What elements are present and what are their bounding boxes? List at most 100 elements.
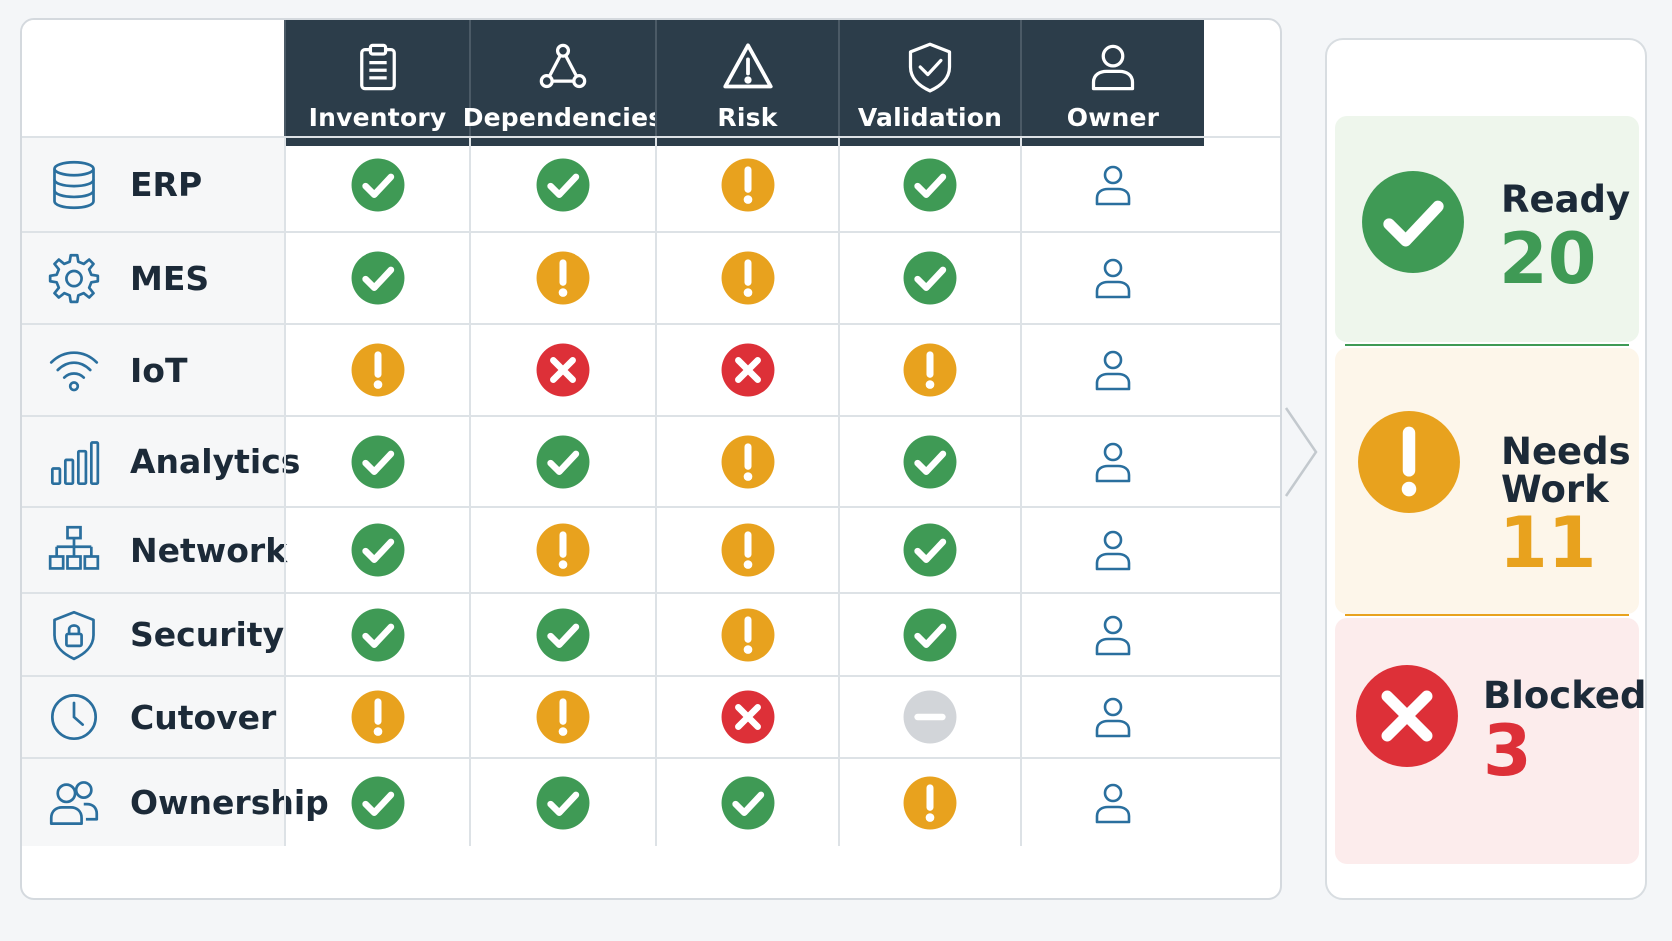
exclamation-circle-icon bbox=[351, 343, 405, 397]
row-name: IoT bbox=[130, 350, 188, 390]
status-cell-inventory[interactable] bbox=[284, 594, 469, 675]
owner-cell[interactable] bbox=[1020, 325, 1204, 415]
status-cell-risk[interactable] bbox=[655, 508, 838, 592]
check-circle-icon bbox=[903, 523, 957, 577]
row-label: Security bbox=[22, 594, 284, 675]
check-circle-icon bbox=[536, 435, 590, 489]
shield-lock-icon bbox=[48, 609, 100, 661]
status-cell-inventory[interactable] bbox=[284, 417, 469, 506]
status-cell-validation[interactable] bbox=[838, 759, 1020, 846]
check-circle-icon bbox=[351, 523, 405, 577]
check-circle-icon bbox=[536, 608, 590, 662]
status-cell-inventory[interactable] bbox=[284, 508, 469, 592]
clipboard-icon bbox=[352, 41, 404, 103]
org-chart-icon bbox=[48, 524, 100, 576]
table-row-cutover: Cutover bbox=[22, 675, 1280, 757]
check-circle-icon bbox=[351, 776, 405, 830]
gear-icon bbox=[48, 252, 100, 304]
status-cell-dependencies[interactable] bbox=[469, 325, 655, 415]
status-cell-risk[interactable] bbox=[655, 325, 838, 415]
status-cell-dependencies[interactable] bbox=[469, 233, 655, 323]
summary-needs-work-label-line1: Needs bbox=[1501, 430, 1631, 473]
owner-cell[interactable] bbox=[1020, 594, 1204, 675]
status-cell-dependencies[interactable] bbox=[469, 759, 655, 846]
warning-triangle-icon bbox=[722, 41, 774, 103]
exclamation-circle-icon bbox=[721, 608, 775, 662]
status-cell-validation[interactable] bbox=[838, 417, 1020, 506]
person-icon bbox=[1093, 256, 1133, 300]
owner-cell[interactable] bbox=[1020, 417, 1204, 506]
status-cell-dependencies[interactable] bbox=[469, 417, 655, 506]
check-circle-icon bbox=[903, 608, 957, 662]
row-name: Security bbox=[130, 615, 285, 654]
readiness-matrix: Inventory Dependencies Risk Validation Owner… bbox=[20, 18, 1282, 900]
person-icon bbox=[1093, 440, 1133, 484]
x-circle-icon bbox=[721, 690, 775, 744]
status-cell-dependencies[interactable] bbox=[469, 508, 655, 592]
summary-blocked-card: Blocked 3 bbox=[1335, 618, 1646, 864]
status-cell-validation[interactable] bbox=[838, 233, 1020, 323]
summary-blocked-count: 3 bbox=[1483, 710, 1532, 792]
status-cell-risk[interactable] bbox=[655, 677, 838, 757]
column-header-validation: Validation bbox=[838, 20, 1020, 146]
status-cell-inventory[interactable] bbox=[284, 325, 469, 415]
header-corner bbox=[22, 20, 284, 146]
check-circle-icon bbox=[536, 776, 590, 830]
table-row-mes: MES bbox=[22, 231, 1280, 323]
person-icon bbox=[1093, 163, 1133, 207]
x-circle-icon bbox=[1355, 664, 1459, 768]
table-row-ownership: Ownership bbox=[22, 757, 1280, 846]
status-cell-validation[interactable] bbox=[838, 138, 1020, 231]
status-cell-risk[interactable] bbox=[655, 594, 838, 675]
wifi-icon bbox=[48, 344, 100, 396]
check-circle-icon bbox=[903, 435, 957, 489]
status-cell-validation[interactable] bbox=[838, 677, 1020, 757]
x-circle-icon bbox=[721, 343, 775, 397]
row-label: ERP bbox=[22, 138, 284, 231]
database-icon bbox=[48, 159, 100, 211]
check-circle-icon bbox=[721, 776, 775, 830]
owner-cell[interactable] bbox=[1020, 508, 1204, 592]
status-cell-validation[interactable] bbox=[838, 508, 1020, 592]
exclamation-circle-icon bbox=[536, 690, 590, 744]
exclamation-circle-icon bbox=[721, 158, 775, 212]
status-cell-inventory[interactable] bbox=[284, 759, 469, 846]
status-cell-risk[interactable] bbox=[655, 233, 838, 323]
status-cell-validation[interactable] bbox=[838, 325, 1020, 415]
person-icon bbox=[1093, 695, 1133, 739]
minus-circle-icon bbox=[903, 690, 957, 744]
status-cell-risk[interactable] bbox=[655, 138, 838, 231]
owner-cell[interactable] bbox=[1020, 233, 1204, 323]
row-label: MES bbox=[22, 233, 284, 323]
row-name: Cutover bbox=[130, 697, 277, 737]
exclamation-circle-icon bbox=[903, 343, 957, 397]
status-cell-dependencies[interactable] bbox=[469, 677, 655, 757]
column-header-label: Validation bbox=[857, 103, 1003, 132]
owner-cell[interactable] bbox=[1020, 138, 1204, 231]
owner-cell[interactable] bbox=[1020, 677, 1204, 757]
connector-chevron-icon bbox=[1284, 407, 1318, 497]
person-icon bbox=[1093, 781, 1133, 825]
exclamation-circle-icon bbox=[721, 251, 775, 305]
table-row-erp: ERP bbox=[22, 136, 1280, 231]
status-cell-validation[interactable] bbox=[838, 594, 1020, 675]
column-header-label: Owner bbox=[1066, 103, 1160, 132]
status-cell-dependencies[interactable] bbox=[469, 594, 655, 675]
summary-needs-work-card: Needs Work 11 bbox=[1335, 348, 1639, 614]
status-cell-inventory[interactable] bbox=[284, 677, 469, 757]
row-label: IoT bbox=[22, 325, 284, 415]
owner-cell[interactable] bbox=[1020, 759, 1204, 846]
status-cell-risk[interactable] bbox=[655, 759, 838, 846]
status-cell-inventory[interactable] bbox=[284, 138, 469, 231]
status-cell-dependencies[interactable] bbox=[469, 138, 655, 231]
table-row-security: Security bbox=[22, 592, 1280, 675]
column-header-label: Risk bbox=[717, 103, 778, 132]
bar-chart-icon bbox=[48, 436, 100, 488]
status-cell-inventory[interactable] bbox=[284, 233, 469, 323]
person-icon bbox=[1087, 41, 1139, 103]
exclamation-circle-icon bbox=[536, 523, 590, 577]
column-header-inventory: Inventory bbox=[284, 20, 469, 146]
status-cell-risk[interactable] bbox=[655, 417, 838, 506]
check-circle-icon bbox=[351, 608, 405, 662]
check-circle-icon bbox=[1361, 170, 1465, 274]
